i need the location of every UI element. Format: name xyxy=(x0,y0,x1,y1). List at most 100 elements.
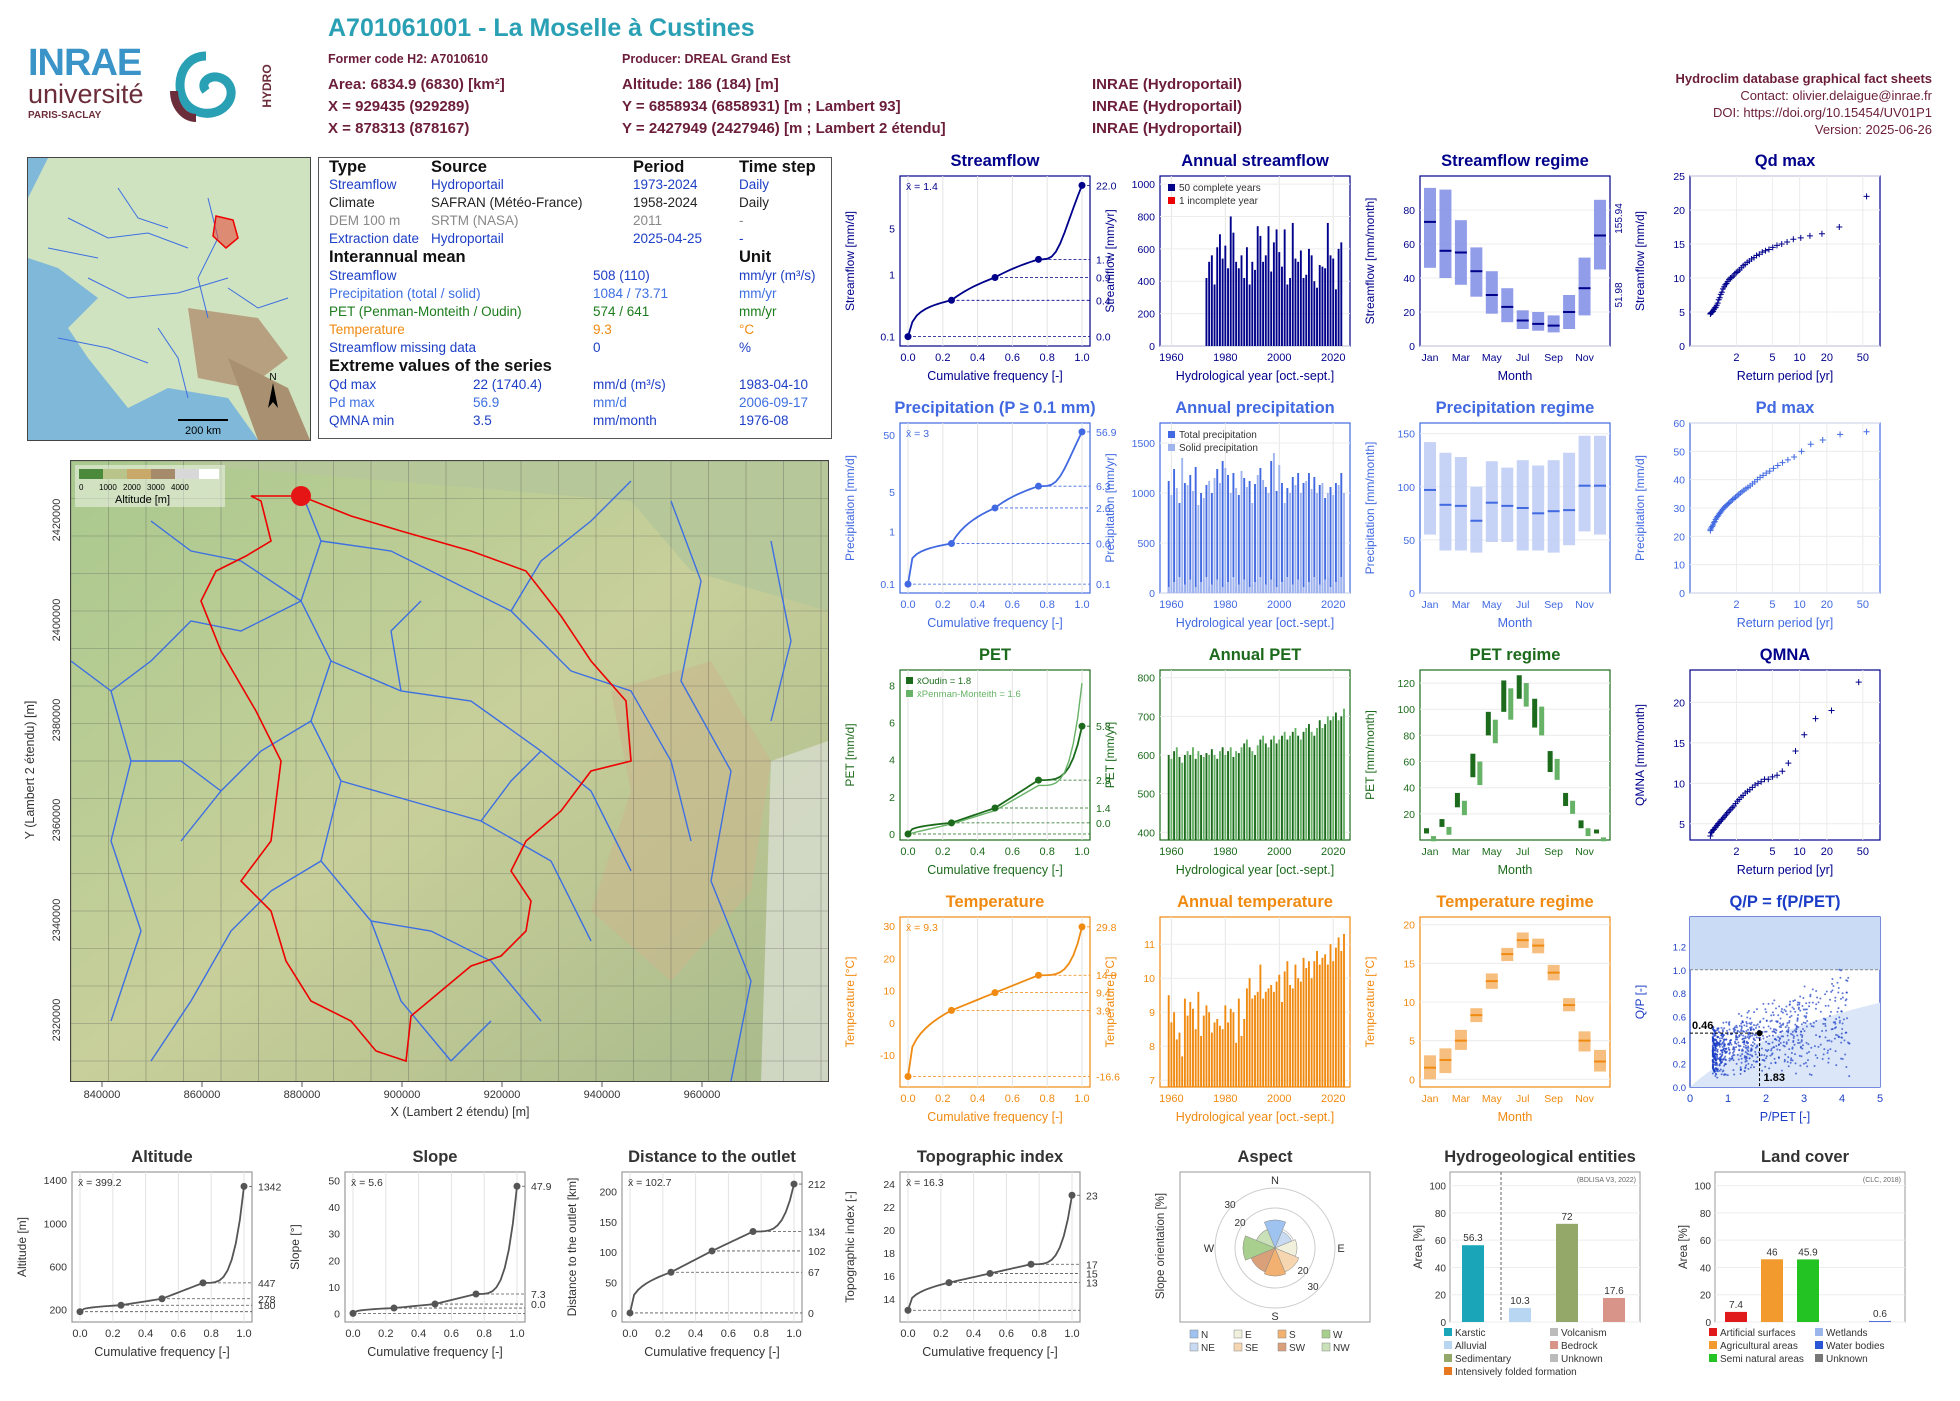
scatter-point xyxy=(1740,1057,1743,1060)
chart-title: Land cover xyxy=(1761,1148,1850,1166)
box xyxy=(1485,461,1498,542)
scatter-point xyxy=(1823,1048,1826,1051)
y-tick-label: 5 xyxy=(1409,1036,1415,1048)
scatter-point xyxy=(1836,1034,1839,1037)
plot-area xyxy=(899,916,1091,1088)
data-point xyxy=(1784,456,1791,463)
y-tick-label: 40 xyxy=(1435,1263,1447,1274)
x-tick-label: May xyxy=(1482,599,1503,611)
scatter-point xyxy=(1744,1066,1747,1069)
scatter-point xyxy=(1810,1074,1813,1077)
mean-label: x̄ = 399.2 xyxy=(78,1177,122,1189)
bar xyxy=(1224,468,1227,593)
bar xyxy=(1256,475,1259,593)
bar xyxy=(1329,944,1332,1087)
data-label: 46 xyxy=(1766,1247,1778,1258)
bar xyxy=(1259,964,1262,1087)
x-tick-label: 10 xyxy=(1794,599,1806,611)
scatter-point xyxy=(1781,1011,1784,1014)
scatter-point xyxy=(1840,997,1843,1000)
bar xyxy=(1248,481,1251,593)
scatter-point xyxy=(1786,1034,1789,1037)
y-axis-label: Precipitation [mm/d] xyxy=(1633,455,1647,561)
bar xyxy=(1294,727,1297,840)
y-axis-label: Area [%] xyxy=(1678,1225,1690,1269)
bar-solid xyxy=(1251,584,1254,593)
bar xyxy=(1289,735,1292,840)
bar xyxy=(1337,485,1340,593)
legend-swatch xyxy=(1815,1341,1823,1349)
region-above-1 xyxy=(1690,917,1880,970)
bar-solid xyxy=(1227,582,1229,593)
y-axis-label: Y (Lambert 2 étendu) [m] xyxy=(23,701,37,840)
x-axis-label: Cumulative frequency [-] xyxy=(927,1110,1062,1124)
scatter-point xyxy=(1807,1043,1810,1046)
scatter-point xyxy=(1763,1059,1766,1062)
data-point xyxy=(472,1290,480,1298)
legend-swatch xyxy=(1321,1342,1331,1352)
bar xyxy=(1286,284,1289,346)
bar-solid xyxy=(1200,582,1203,593)
right-value-label: 13 xyxy=(1086,1278,1098,1290)
bar-solid xyxy=(1183,584,1186,593)
aspect-sector xyxy=(1263,1247,1287,1277)
scatter-point xyxy=(1841,996,1844,999)
scatter-point xyxy=(1771,1034,1774,1037)
y-tick-label: 18 xyxy=(883,1248,895,1260)
location-map: 200 km N xyxy=(27,157,311,441)
scatter-point xyxy=(1720,1037,1723,1040)
chart-title: Altitude xyxy=(131,1148,192,1166)
legend-swatch xyxy=(1709,1341,1717,1349)
bar xyxy=(1183,998,1186,1087)
scatter-point xyxy=(1765,1019,1768,1022)
right-value-label: 14.8 xyxy=(1096,970,1117,982)
altitude: Altitude: 186 (184) [m] xyxy=(622,76,779,93)
right-value-label: 51.98 xyxy=(1614,282,1625,307)
scatter-point xyxy=(1734,1026,1737,1029)
y-tick-label: 50 xyxy=(605,1278,617,1290)
y-tick-label: 120 xyxy=(1397,678,1415,690)
scatter-point xyxy=(1773,1046,1776,1049)
scatter-point xyxy=(1780,1069,1783,1072)
scatter-point xyxy=(1771,1052,1774,1055)
bar xyxy=(1334,712,1337,840)
scatter-point xyxy=(1782,1041,1785,1044)
scatter-point xyxy=(1760,1054,1763,1057)
bar xyxy=(1237,268,1240,346)
right-value-label: 1.4 xyxy=(1096,803,1111,815)
right-value-label: 0.0 xyxy=(531,1299,546,1311)
y-tick-label: 500 xyxy=(1137,538,1155,550)
legend-swatch xyxy=(1321,1329,1331,1339)
scatter-point xyxy=(1714,1043,1717,1046)
scatter-point xyxy=(1789,1061,1792,1064)
scatter-point xyxy=(1803,1030,1806,1033)
data-point xyxy=(1725,500,1732,507)
scatter-point xyxy=(1832,985,1835,988)
legend-label: Bedrock xyxy=(1561,1341,1599,1352)
y-tick-label: 50 xyxy=(328,1176,340,1188)
data-label: 7.4 xyxy=(1729,1300,1743,1311)
bar xyxy=(1186,751,1189,840)
chart-svg-precip_regime: Precipitation regime 0 50 100 150 Jan Mar May Ju… xyxy=(1363,399,1611,630)
bar xyxy=(1202,1015,1205,1087)
bar-solid xyxy=(1262,587,1265,593)
ring-label: 30 xyxy=(1224,1200,1236,1211)
x-tick-label: Nov xyxy=(1575,846,1594,858)
scatter-point xyxy=(1837,991,1840,994)
chart-pd_max: Pd max 2 5 10 20 50 0 10 20 30 40 50 60 Return period… xyxy=(1630,397,1930,642)
y-axis-label: QMNA [mm/month] xyxy=(1633,704,1647,806)
bar xyxy=(1178,1032,1181,1087)
scatter-point xyxy=(1840,1032,1843,1035)
legend-swatch xyxy=(1168,431,1175,438)
y-tick-label: 16 xyxy=(883,1271,895,1283)
y-tick-label: 11 xyxy=(1144,939,1155,951)
scatter-point xyxy=(1756,1056,1759,1059)
scatter-point xyxy=(1817,1001,1820,1004)
data-point xyxy=(1790,236,1797,243)
scatter-point xyxy=(1771,1002,1774,1005)
scatter-point xyxy=(1778,1005,1781,1008)
y-tick-label: 20 xyxy=(1403,920,1415,932)
x-tick-label: 1.0 xyxy=(236,1328,251,1340)
scatter-point xyxy=(1745,1029,1748,1032)
bar xyxy=(1243,743,1246,840)
